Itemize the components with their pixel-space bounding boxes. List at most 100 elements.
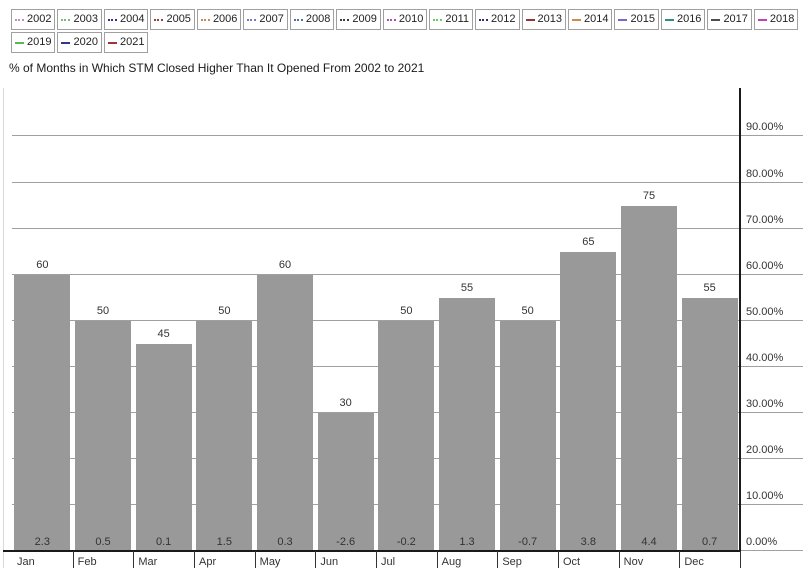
gridline [12, 227, 803, 229]
bar-value-label: 65 [582, 235, 595, 248]
dotted-line-icon [15, 18, 24, 21]
legend-year-label: 2017 [723, 13, 748, 25]
legend-year-label: 2012 [491, 13, 516, 25]
bar-footer-value: 2.3 [34, 536, 50, 548]
dash-line-icon [664, 18, 674, 21]
dotted-line-icon [293, 18, 303, 21]
month-label: Apr [199, 556, 217, 568]
bar [257, 274, 313, 551]
legend-item-2015[interactable]: 2015 [614, 9, 659, 30]
bar-footer-value: 0.3 [277, 536, 293, 548]
bar-value-label: 60 [278, 258, 292, 271]
legend-year-label: 2010 [398, 13, 424, 25]
y-axis-label: 60.00% [746, 259, 784, 272]
dash-line-icon [711, 18, 721, 21]
legend-year-label: 2021 [119, 36, 145, 48]
legend-year-label: 2009 [352, 13, 377, 25]
month-tick [618, 551, 620, 568]
month-tick [497, 551, 499, 568]
legend-item-2020[interactable]: 2020 [57, 32, 102, 53]
month-tick [72, 551, 74, 568]
legend-year-label: 2004 [119, 13, 145, 25]
dotted-line-icon [200, 18, 210, 21]
bar-value-label: 45 [157, 327, 170, 340]
plot-left-border [3, 88, 4, 568]
legend-item-2016[interactable]: 2016 [660, 9, 706, 30]
dash-line-icon [757, 18, 767, 21]
dash-line-icon [107, 41, 117, 44]
dotted-line-icon [386, 18, 396, 21]
legend-year-label: 2006 [212, 13, 238, 25]
legend-item-2012[interactable]: 2012 [475, 9, 520, 30]
legend-item-2005[interactable]: 2005 [150, 9, 195, 30]
bar-value-label: 55 [460, 281, 474, 294]
gridline [12, 135, 803, 137]
gridline [12, 273, 803, 275]
y-axis-label: 90.00% [746, 121, 784, 134]
bar-footer-value: 3.8 [580, 536, 596, 548]
y-axis-label: 30.00% [746, 397, 784, 410]
month-label: Jul [381, 556, 396, 568]
bar [75, 320, 131, 551]
bar-value-label: 50 [400, 304, 413, 317]
bar-footer-value: 1.3 [459, 536, 475, 548]
bar-footer-value: 1.5 [216, 536, 232, 548]
bar [439, 297, 495, 551]
bar [560, 251, 617, 551]
chart-title: % of Months in Which STM Closed Higher T… [9, 61, 425, 75]
bar-value-label: 30 [339, 396, 352, 409]
bar-value-label: 50 [96, 304, 110, 317]
dash-line-icon [525, 18, 535, 21]
month-tick [194, 551, 195, 568]
bar-footer-value: -0.7 [518, 536, 538, 548]
legend-item-2019[interactable]: 2019 [11, 32, 56, 53]
legend-item-2002[interactable]: 2002 [11, 9, 56, 30]
bar-footer-value: -2.6 [336, 536, 356, 548]
legend-item-2004[interactable]: 2004 [103, 9, 149, 30]
dotted-line-icon [479, 18, 489, 21]
legend-year-label: 2019 [27, 36, 52, 48]
month-label: Jan [17, 556, 35, 568]
y-axis-label: 70.00% [746, 213, 784, 226]
dotted-line-icon [247, 18, 257, 21]
month-label: Mar [138, 556, 158, 568]
y-axis-label: 40.00% [746, 351, 784, 364]
month-tick [740, 551, 741, 568]
bar-value-label: 60 [36, 258, 49, 271]
dash-line-icon [15, 41, 24, 44]
legend-item-2021[interactable]: 2021 [103, 32, 149, 53]
dotted-line-icon [154, 18, 164, 21]
bar [135, 343, 192, 551]
y-axis-label: 0.00% [746, 536, 778, 548]
legend-item-2003[interactable]: 2003 [57, 9, 102, 30]
value-axis-line [739, 88, 741, 551]
legend-item-2007[interactable]: 2007 [243, 9, 288, 30]
month-label: Feb [77, 556, 97, 568]
legend-item-2011[interactable]: 2011 [429, 9, 474, 30]
month-tick [679, 551, 681, 568]
legend-item-2013[interactable]: 2013 [521, 9, 566, 30]
legend-item-2010[interactable]: 2010 [382, 9, 428, 30]
bar [378, 320, 435, 551]
bar [499, 320, 556, 551]
month-tick [133, 551, 135, 568]
y-axis-label: 20.00% [746, 443, 784, 456]
legend-item-2014[interactable]: 2014 [567, 9, 613, 30]
dotted-line-icon [107, 18, 117, 21]
legend-year-label: 2018 [769, 13, 795, 25]
legend-item-2017[interactable]: 2017 [707, 9, 752, 30]
legend-item-2006[interactable]: 2006 [196, 9, 242, 30]
month-label: May [259, 556, 281, 568]
legend-year-label: 2008 [305, 13, 331, 25]
legend-year-label: 2003 [73, 13, 98, 25]
legend-year-label: 2016 [676, 13, 702, 25]
legend-item-2018[interactable]: 2018 [753, 9, 799, 30]
month-tick [558, 551, 559, 568]
legend-year-label: 2013 [537, 13, 562, 25]
series-legend: 2002 2003 2004 2005 2006 2007 2008 2009 2010 2011… [11, 9, 803, 55]
legend-item-2009[interactable]: 2009 [336, 9, 381, 30]
bar [196, 320, 253, 551]
legend-item-2008[interactable]: 2008 [289, 9, 335, 30]
legend-year-label: 2002 [27, 13, 52, 25]
